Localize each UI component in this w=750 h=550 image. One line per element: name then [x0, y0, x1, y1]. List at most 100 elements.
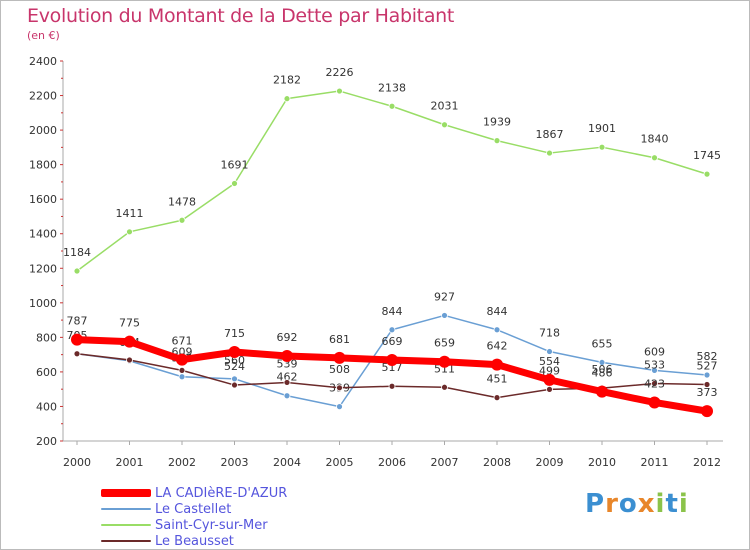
data-label: 462 [277, 371, 298, 384]
y-tick-label: 2000 [29, 124, 57, 137]
data-label: 692 [277, 331, 298, 344]
x-tick-label: 2010 [588, 456, 616, 469]
data-label: 844 [382, 305, 403, 318]
data-label: 775 [119, 317, 140, 330]
logo-letter: x [637, 489, 656, 519]
data-point [543, 373, 556, 386]
proxiti-logo: Proxiti [585, 489, 689, 519]
data-point [441, 312, 448, 319]
data-point [546, 385, 553, 393]
legend: LA CADIèRE-D'AZUR Le Castellet Saint-Cyr-s… [101, 485, 287, 549]
data-label: 582 [697, 350, 718, 363]
series-2: 1184 1411 1478 1691 2182 2226 2138 2031 1939 1867… [63, 66, 721, 275]
x-tick-label: 2009 [536, 456, 564, 469]
data-point [651, 366, 658, 374]
series-0: 787 775 671 715 692 681 669 659 642 554 486 423 373 [67, 315, 718, 418]
data-point [441, 383, 448, 391]
x-tick-label: 2007 [431, 456, 459, 469]
legend-label: Saint-Cyr-sur-Mer [155, 517, 268, 533]
data-point [546, 348, 553, 355]
data-label: 609 [644, 345, 665, 358]
data-point [123, 335, 136, 348]
data-point [651, 154, 658, 162]
data-label: 1939 [483, 116, 511, 129]
series-line [76, 90, 708, 272]
data-point [388, 102, 396, 110]
logo-letter: i [678, 489, 689, 519]
legend-swatch [101, 508, 151, 510]
data-point [178, 373, 186, 381]
x-tick-label: 2006 [378, 456, 406, 469]
legend-swatch [101, 524, 151, 526]
data-point [386, 353, 398, 366]
legend-item: LA CADIèRE-D'AZUR [101, 485, 287, 501]
chart-title: Evolution du Montant de la Dette par Hab… [27, 5, 455, 27]
data-label: 655 [592, 337, 613, 350]
data-point [231, 381, 238, 389]
data-label: 1184 [63, 246, 91, 259]
data-point [73, 350, 81, 358]
data-label: 2138 [378, 81, 406, 94]
data-point [228, 346, 241, 359]
data-point [283, 379, 291, 386]
x-tick-label: 2001 [116, 456, 144, 469]
y-tick-label: 2200 [29, 90, 57, 103]
data-point [126, 356, 133, 364]
data-point [703, 170, 711, 178]
y-tick-label: 2400 [29, 55, 57, 68]
data-point [546, 149, 553, 157]
data-label: 1478 [168, 195, 196, 208]
data-point [493, 394, 501, 402]
y-tick-label: 1600 [29, 193, 57, 206]
data-label: 715 [224, 327, 245, 340]
logo-letter: o [618, 489, 638, 519]
data-point [648, 396, 661, 409]
data-label: 539 [277, 357, 298, 370]
data-point [598, 143, 606, 151]
x-tick-label: 2004 [273, 456, 301, 469]
data-point [703, 371, 711, 379]
data-point [493, 137, 501, 145]
data-label: 671 [172, 335, 193, 348]
data-label: 517 [382, 361, 403, 374]
data-point [596, 385, 608, 398]
data-label: 451 [487, 373, 508, 386]
data-point [703, 381, 711, 388]
data-label: 2031 [431, 100, 459, 113]
data-point [73, 267, 81, 275]
data-label: 2182 [273, 74, 301, 87]
legend-item: Le Castellet [101, 501, 287, 517]
logo-letter: r [605, 489, 619, 519]
data-label: 554 [539, 355, 560, 368]
x-tick-label: 2000 [63, 456, 91, 469]
data-point [176, 353, 188, 366]
data-label: 486 [592, 367, 613, 380]
data-label: 1901 [588, 122, 616, 135]
data-label: 787 [67, 315, 88, 328]
series-layer: 1184 1411 1478 1691 2182 2226 2138 2031 1939 1867… [63, 66, 721, 418]
legend-item: Saint-Cyr-sur-Mer [101, 517, 287, 533]
data-label: 1867 [536, 128, 564, 141]
x-axis-ticks: 2000 2001 2002 2003 2004 2005 2006 2007 2008 2009… [63, 441, 721, 469]
data-label: 718 [539, 327, 560, 340]
data-label: 681 [329, 333, 350, 346]
data-label: 1411 [116, 207, 144, 220]
legend-swatch [101, 540, 151, 542]
data-point [336, 403, 343, 411]
data-point [388, 382, 396, 390]
data-point [438, 355, 451, 368]
data-label: 524 [224, 360, 245, 373]
x-tick-label: 2008 [483, 456, 511, 469]
data-label: 642 [487, 340, 508, 353]
data-label: 506 [592, 363, 613, 376]
data-point [178, 216, 186, 224]
x-tick-label: 2012 [693, 456, 721, 469]
x-tick-label: 2002 [168, 456, 196, 469]
logo-letter: t [665, 489, 679, 519]
data-point [493, 326, 501, 334]
data-label: 423 [644, 377, 665, 390]
data-point [491, 358, 503, 371]
data-label: 927 [434, 290, 455, 303]
